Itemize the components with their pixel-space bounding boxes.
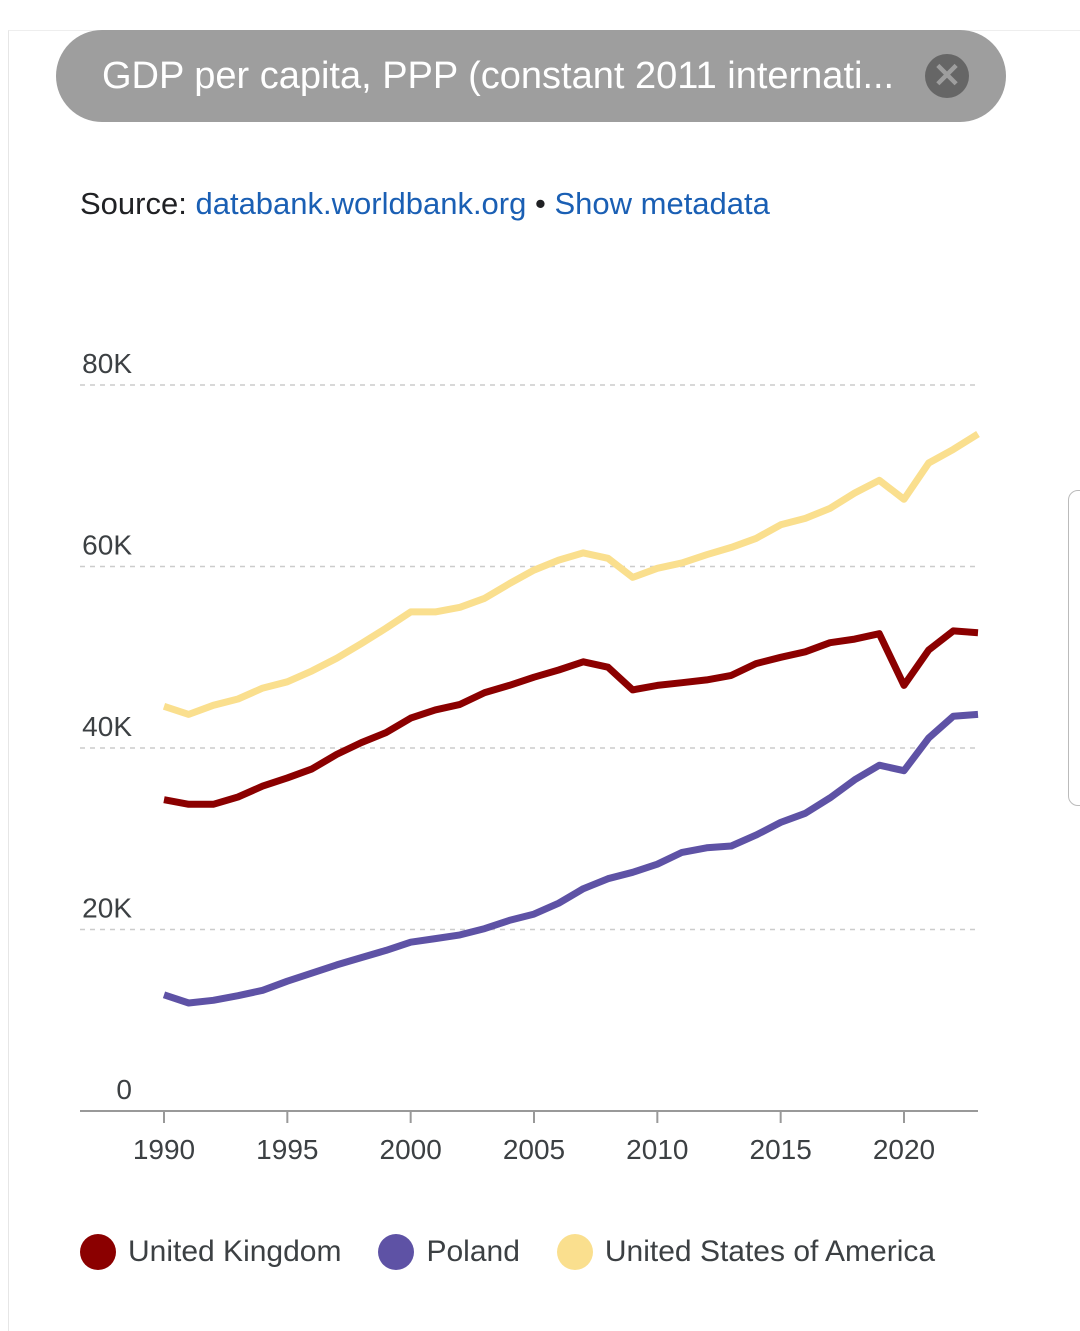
legend-label: Poland: [426, 1235, 520, 1268]
legend-swatch: [378, 1234, 415, 1270]
series-line-poland: [162, 710, 979, 1007]
legend-item-uk[interactable]: United Kingdom: [80, 1234, 341, 1270]
y-tick-label: 20K: [82, 893, 132, 924]
line-chart: 0 20K 40K 60K 80K 1990 1995 2000 2005 2010 2015 202…: [80, 348, 980, 1165]
scrollbar[interactable]: [1068, 490, 1080, 806]
x-tick-label: 2000: [380, 1134, 442, 1165]
y-tick-label: 80K: [82, 348, 132, 379]
x-tick-label: 1995: [256, 1134, 318, 1165]
series-line-united-kingdom: [163, 627, 979, 808]
legend: United Kingdom Poland United States of A…: [80, 1234, 972, 1270]
separator: •: [534, 186, 546, 221]
legend-label: United Kingdom: [128, 1235, 342, 1268]
legend-swatch: [556, 1234, 593, 1270]
source-link[interactable]: databank.worldbank.org: [195, 186, 527, 221]
show-metadata-link[interactable]: Show metadata: [554, 186, 770, 221]
source-label: Source:: [80, 186, 187, 221]
chart-title: GDP per capita, PPP (constant 2011 inter…: [102, 54, 895, 97]
source-line: Source: databank.worldbank.org • Show me…: [80, 186, 770, 222]
x-tick-label: 2010: [626, 1134, 688, 1165]
x-tick-label: 2020: [873, 1134, 935, 1165]
y-tick-label: 0: [116, 1074, 132, 1105]
y-tick-label: 60K: [82, 530, 132, 561]
legend-swatch: [80, 1234, 116, 1270]
x-tick-label: 2015: [750, 1134, 812, 1165]
series-line-united-states-of-america: [162, 431, 980, 718]
x-tick-label: 1990: [133, 1134, 195, 1165]
x-tick-label: 2005: [503, 1134, 565, 1165]
legend-label: United States of America: [604, 1235, 936, 1268]
chart-title-bar: GDP per capita, PPP (constant 2011 inter…: [56, 30, 1006, 122]
y-tick-label: 40K: [82, 711, 132, 742]
close-icon[interactable]: ✕: [925, 54, 969, 98]
legend-item-poland[interactable]: Poland: [378, 1234, 520, 1270]
legend-item-usa[interactable]: United States of America: [556, 1234, 936, 1270]
